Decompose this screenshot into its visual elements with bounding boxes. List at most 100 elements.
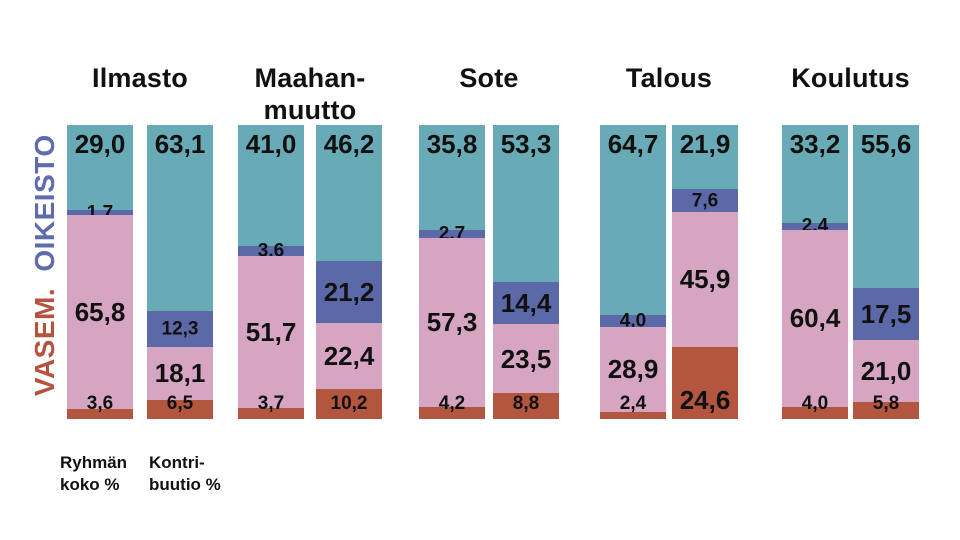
group-title: Maahan-muutto xyxy=(200,62,420,126)
bar-ryhman-koko: 35,8 2,7 57,3 4,2 xyxy=(419,125,485,419)
segment-red-vasemmisto xyxy=(147,399,213,419)
caption-line: koko % xyxy=(60,475,120,494)
value-label: 17,5 xyxy=(860,299,912,330)
bar-ryhman-koko: 41,0 3,6 51,7 3,7 xyxy=(238,125,304,419)
segment-blue-oikeisto-lean xyxy=(600,315,666,327)
value-label: 8,8 xyxy=(512,393,540,414)
bar-kontribuutio: 55,6 17,5 21,0 5,8 xyxy=(853,125,919,419)
segment-red-vasemmisto xyxy=(600,411,666,419)
segment-pink-vasemmisto-lean xyxy=(147,346,213,400)
segment-teal-oikeisto xyxy=(238,125,304,246)
value-label: 35,8 xyxy=(426,129,478,159)
group-title-line: Maahan- xyxy=(254,63,366,93)
value-label: 6,5 xyxy=(166,393,194,414)
caption-line: Ryhmän xyxy=(60,453,128,472)
value-label: 3,6 xyxy=(86,393,114,414)
value-label: 28,9 xyxy=(607,354,659,385)
segment-red-vasemmisto xyxy=(67,408,133,420)
value-label: 41,0 xyxy=(245,129,297,159)
value-label: 65,8 xyxy=(74,296,126,327)
segment-red-vasemmisto xyxy=(672,346,738,419)
group-title-line: Koulutus xyxy=(791,63,910,93)
group-title: Koulutus xyxy=(741,62,960,94)
value-label: 64,7 xyxy=(607,129,659,159)
value-label: 21,9 xyxy=(679,129,731,159)
value-label: 46,2 xyxy=(323,129,375,159)
segment-red-vasemmisto xyxy=(316,389,382,419)
segment-pink-vasemmisto-lean xyxy=(493,324,559,394)
segment-red-vasemmisto xyxy=(419,406,485,419)
group-title: Ilmasto xyxy=(30,62,250,94)
group-title: Talous xyxy=(559,62,779,94)
segment-pink-vasemmisto-lean xyxy=(67,215,133,409)
caption-line: Kontri- xyxy=(149,453,205,472)
segment-pink-vasemmisto-lean xyxy=(316,323,382,389)
segment-red-vasemmisto xyxy=(782,407,848,419)
value-label: 63,1 xyxy=(154,129,206,159)
value-label: 10,2 xyxy=(330,393,368,414)
segment-blue-oikeisto-lean xyxy=(238,245,304,257)
value-label: 3,7 xyxy=(257,393,285,414)
segment-teal-oikeisto xyxy=(316,125,382,261)
value-label: 53,3 xyxy=(500,129,552,159)
value-label: 55,6 xyxy=(860,129,912,159)
value-label: 51,7 xyxy=(245,317,297,348)
value-label: 21,2 xyxy=(323,276,375,307)
bar-ryhman-koko: 29,0 1,7 65,8 3,6 xyxy=(67,125,133,420)
segment-pink-vasemmisto-lean xyxy=(419,238,485,407)
bar-kontribuutio: 46,2 21,2 22,4 10,2 xyxy=(316,125,382,419)
group-title-line: Sote xyxy=(459,63,519,93)
value-label: 7,6 xyxy=(691,190,719,212)
value-label: 57,3 xyxy=(426,307,478,338)
segment-teal-oikeisto xyxy=(419,125,485,231)
value-label: 22,4 xyxy=(323,341,375,372)
group-title-line: Ilmasto xyxy=(92,63,188,93)
segment-teal-oikeisto xyxy=(600,125,666,316)
segment-pink-vasemmisto-lean xyxy=(238,256,304,409)
bar-ryhman-koko: 33,2 2,4 60,4 4,0 xyxy=(782,125,848,419)
group-title: Sote xyxy=(379,62,599,94)
segment-pink-vasemmisto-lean xyxy=(600,326,666,412)
value-label: 60,4 xyxy=(789,303,841,334)
value-label: 45,9 xyxy=(679,264,731,295)
caption-kontribuutio: Kontri- buutio % xyxy=(149,452,221,496)
value-label: 23,5 xyxy=(500,343,552,374)
caption-line: buutio % xyxy=(149,475,221,494)
segment-blue-oikeisto-lean xyxy=(147,310,213,347)
segment-red-vasemmisto xyxy=(853,401,919,419)
segment-blue-oikeisto-lean xyxy=(782,222,848,230)
caption-ryhman-koko: Ryhmän koko % xyxy=(60,452,127,496)
segment-teal-oikeisto xyxy=(672,125,738,190)
segment-blue-oikeisto-lean xyxy=(67,210,133,216)
segment-teal-oikeisto xyxy=(853,125,919,289)
group-title-line: Talous xyxy=(625,63,713,93)
value-label: 3,6 xyxy=(257,240,285,262)
bar-kontribuutio: 63,1 12,3 18,1 6,5 xyxy=(147,125,213,419)
value-label: 21,0 xyxy=(860,355,912,386)
segment-pink-vasemmisto-lean xyxy=(782,229,848,408)
value-label: 14,4 xyxy=(500,287,552,318)
value-label: 18,1 xyxy=(154,358,206,389)
value-label: 4,2 xyxy=(438,393,466,414)
value-label: 2,4 xyxy=(619,393,647,414)
segment-teal-oikeisto xyxy=(782,125,848,223)
value-label: 33,2 xyxy=(789,129,841,159)
segment-blue-oikeisto-lean xyxy=(316,260,382,324)
segment-teal-oikeisto xyxy=(67,125,133,211)
segment-teal-oikeisto xyxy=(147,125,213,311)
segment-blue-oikeisto-lean xyxy=(672,189,738,212)
group-title-line: muutto xyxy=(263,95,357,125)
value-label: 4,0 xyxy=(619,310,647,332)
segment-blue-oikeisto-lean xyxy=(853,288,919,340)
bar-kontribuutio: 53,3 14,4 23,5 8,8 xyxy=(493,125,559,419)
segment-blue-oikeisto-lean xyxy=(419,230,485,239)
value-label: 5,8 xyxy=(872,393,900,414)
value-label: 12,3 xyxy=(161,318,199,340)
value-label: 4,0 xyxy=(801,393,829,414)
segment-red-vasemmisto xyxy=(493,393,559,419)
bar-kontribuutio: 21,9 7,6 45,9 24,6 xyxy=(672,125,738,419)
segment-blue-oikeisto-lean xyxy=(493,281,559,325)
segment-pink-vasemmisto-lean xyxy=(672,211,738,347)
value-label: 29,0 xyxy=(74,129,126,159)
